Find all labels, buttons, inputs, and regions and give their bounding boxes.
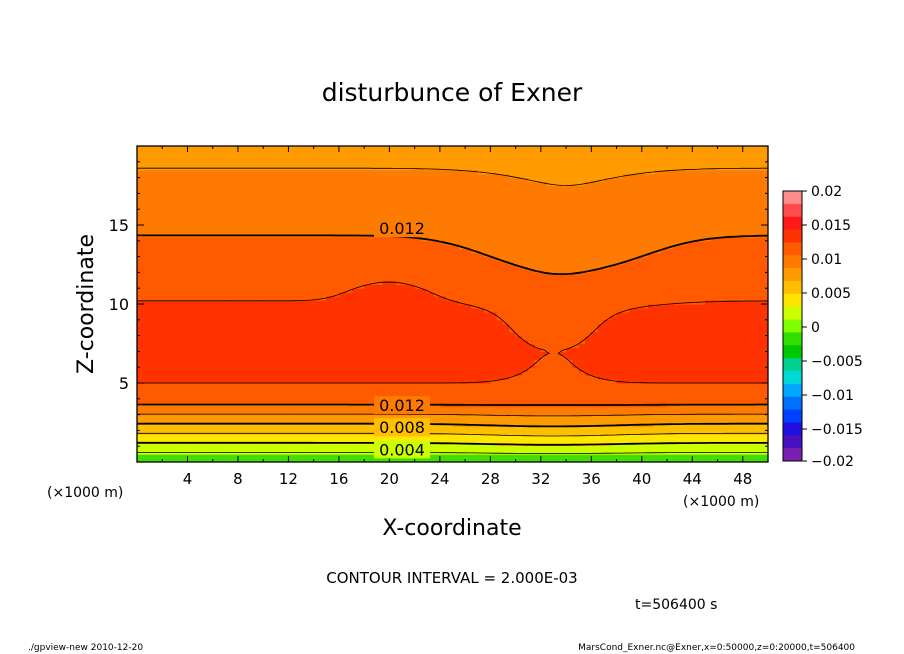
x-axis: 4 8 12 16 20 24 28 32 36 40 44 48 bbox=[161, 146, 752, 488]
colorbar-tick-label: 0.02 bbox=[811, 184, 842, 200]
y-tick-label: 10 bbox=[109, 295, 129, 314]
colorbar-tick-label: 0.005 bbox=[811, 286, 851, 302]
contour-labels: 0.012 0.012 0.008 0.004 bbox=[374, 219, 431, 459]
colorbar-tick-label: −0.02 bbox=[811, 454, 854, 470]
colorbar-segment bbox=[783, 203, 802, 218]
y-tick-label: 15 bbox=[109, 216, 129, 235]
contour-fill bbox=[137, 146, 768, 462]
colorbar-segment bbox=[783, 281, 802, 295]
x-tick-label: 12 bbox=[279, 470, 298, 488]
x-tick-label: 40 bbox=[632, 470, 651, 488]
colorbar-segment bbox=[783, 448, 802, 462]
x-tick-label: 16 bbox=[329, 470, 348, 488]
colorbar-segment bbox=[783, 396, 802, 411]
colorbar-segment bbox=[783, 191, 802, 205]
contour-label: 0.012 bbox=[379, 219, 425, 238]
footer-right: MarsCond_Exner.nc@Exner,x=0:50000,z=0:20… bbox=[578, 643, 855, 653]
colorbar-tick-label: −0.005 bbox=[811, 354, 863, 370]
colorbar-segment bbox=[783, 383, 802, 398]
colorbar-segment bbox=[783, 229, 802, 243]
footer-left: ./gpview-new 2010-12-20 bbox=[28, 643, 143, 653]
colorbar-segment bbox=[783, 255, 802, 269]
y-axis: 5 10 15 bbox=[109, 161, 768, 447]
colorbar-segment bbox=[783, 345, 802, 359]
colorbar: 0.02 0.015 0.01 0.005 0 −0.005 −0.01 −0.015 −0.0… bbox=[782, 184, 863, 470]
contour-label-bg bbox=[374, 418, 431, 437]
colorbar-segment bbox=[783, 371, 802, 385]
x-unit-left: (×1000 m) bbox=[47, 485, 123, 501]
colorbar-segment bbox=[783, 319, 802, 333]
colorbar-segment bbox=[783, 242, 802, 256]
colorbar-segment bbox=[783, 293, 802, 308]
time-label: t=506400 s bbox=[635, 597, 717, 613]
x-tick-label: 20 bbox=[380, 470, 399, 488]
x-tick-label: 32 bbox=[531, 470, 550, 488]
colorbar-tick-label: 0.01 bbox=[811, 252, 842, 268]
colorbar-segment bbox=[783, 268, 802, 282]
colorbar-segment bbox=[783, 435, 802, 449]
colorbar-frame bbox=[782, 190, 803, 462]
colorbar-segment bbox=[783, 216, 802, 231]
contour-label-bg bbox=[374, 219, 431, 238]
colorbar-segment bbox=[783, 306, 802, 321]
x-tick-label: 36 bbox=[582, 470, 601, 488]
contour-interval: CONTOUR INTERVAL = 2.000E-03 bbox=[326, 569, 577, 587]
x-tick-label: 44 bbox=[683, 470, 702, 488]
contour-label-bg bbox=[374, 396, 431, 415]
colorbar-tick-label: −0.015 bbox=[811, 422, 863, 438]
y-tick-label: 5 bbox=[119, 374, 129, 393]
colorbar-tick-label: −0.01 bbox=[811, 388, 854, 404]
colorbar-segment bbox=[783, 422, 802, 436]
colorbar-segment bbox=[783, 332, 802, 346]
colorbar-tick-label: 0 bbox=[811, 320, 820, 336]
contour-label: 0.008 bbox=[379, 418, 425, 437]
colorbar-segment bbox=[783, 409, 802, 423]
x-axis-label: X-coordinate bbox=[382, 516, 521, 541]
x-tick-label: 28 bbox=[481, 470, 500, 488]
x-tick-label: 4 bbox=[183, 470, 193, 488]
x-tick-label: 48 bbox=[733, 470, 752, 488]
x-tick-label: 24 bbox=[430, 470, 449, 488]
contour-line bbox=[137, 234, 768, 406]
x-unit-right: (×1000 m) bbox=[683, 494, 759, 510]
colorbar-tick-label: 0.015 bbox=[811, 218, 851, 234]
contour-label: 0.004 bbox=[379, 440, 425, 459]
contour-label: 0.012 bbox=[379, 396, 425, 415]
contour-label-bg bbox=[374, 440, 431, 459]
colorbar-segment bbox=[783, 358, 802, 372]
chart-title: disturbunce of Exner bbox=[322, 78, 583, 107]
x-tick-label: 8 bbox=[233, 470, 243, 488]
y-axis-label: Z-coordinate bbox=[74, 234, 99, 374]
